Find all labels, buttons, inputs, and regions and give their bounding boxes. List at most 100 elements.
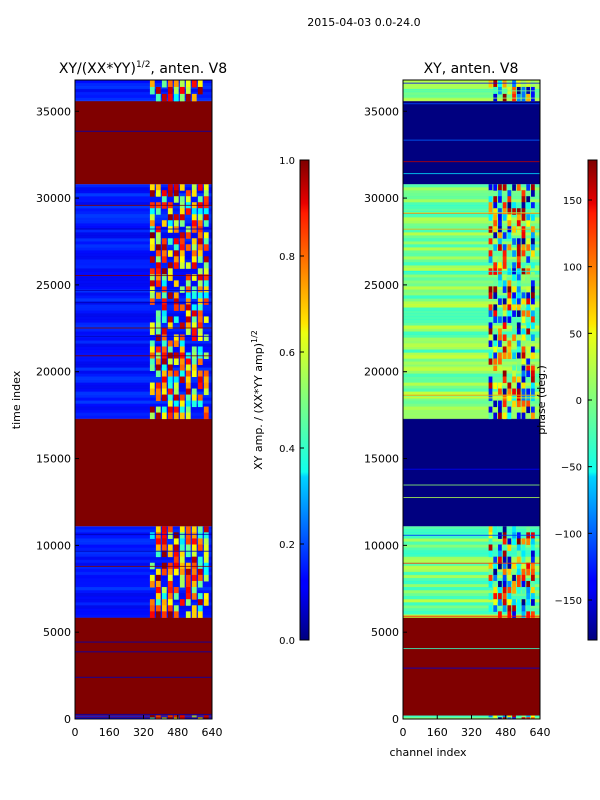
heatmap-cell bbox=[507, 587, 512, 594]
heatmap-cell bbox=[155, 394, 161, 402]
heatmap-cell bbox=[197, 358, 203, 366]
heatmap-cell bbox=[502, 400, 507, 408]
heatmap-cell bbox=[179, 262, 185, 269]
heatmap-cell bbox=[507, 244, 512, 251]
heatmap-cell bbox=[502, 599, 507, 606]
heatmap-cell bbox=[526, 93, 531, 102]
heatmap-cell bbox=[521, 340, 526, 347]
heatmap-cell bbox=[203, 316, 209, 323]
right-colorbar-label: phase (deg.) bbox=[535, 365, 548, 435]
heatmap-cell bbox=[185, 80, 191, 88]
heatmap-row bbox=[75, 304, 212, 308]
heatmap-row bbox=[403, 205, 540, 209]
heatmap-cell bbox=[507, 562, 512, 570]
heatmap-cell bbox=[179, 715, 185, 718]
heatmap-cell bbox=[161, 286, 167, 293]
heatmap-cell bbox=[191, 190, 197, 197]
heatmap-cell bbox=[531, 562, 535, 570]
heatmap-cell bbox=[531, 322, 535, 329]
heatmap-cell bbox=[167, 394, 173, 402]
heatmap-cell bbox=[197, 544, 203, 552]
heatmap-cell bbox=[512, 611, 516, 618]
heatmap-cell bbox=[161, 280, 167, 287]
heatmap-row bbox=[403, 295, 540, 299]
heatmap-cell bbox=[197, 605, 203, 612]
heatmap-cell bbox=[531, 298, 535, 305]
heatmap-row bbox=[75, 208, 212, 212]
heatmap-cell bbox=[173, 226, 179, 233]
heatmap-cell bbox=[185, 364, 191, 372]
heatmap-cell bbox=[197, 298, 203, 305]
heatmap-cell bbox=[507, 538, 512, 545]
heatmap-row bbox=[75, 262, 212, 266]
heatmap-cell bbox=[526, 400, 531, 408]
heatmap-cell bbox=[531, 388, 535, 396]
heatmap-row bbox=[75, 325, 212, 329]
heatmap-cell bbox=[526, 562, 531, 570]
heatmap-cell bbox=[149, 298, 155, 305]
heatmap-row bbox=[403, 355, 540, 359]
heatmap-row bbox=[403, 532, 540, 536]
heatmap-cell bbox=[197, 322, 203, 329]
heatmap-row bbox=[403, 349, 540, 353]
heatmap-row bbox=[403, 316, 540, 320]
heatmap-cell bbox=[149, 605, 155, 612]
heatmap-cell bbox=[161, 310, 167, 317]
heatmap-cell bbox=[155, 262, 161, 269]
heatmap-cell bbox=[179, 400, 185, 408]
x-tick-label: 0 bbox=[400, 726, 407, 739]
heatmap-cell bbox=[521, 587, 526, 594]
heatmap-cell bbox=[173, 538, 179, 545]
heatmap-cell bbox=[498, 316, 502, 323]
heatmap-row bbox=[403, 280, 540, 284]
heatmap-cell bbox=[191, 250, 197, 257]
heatmap-cell bbox=[507, 599, 512, 606]
heatmap-row bbox=[75, 316, 212, 320]
heatmap-cell bbox=[512, 388, 516, 396]
heatmap-cell bbox=[149, 220, 155, 227]
heatmap-cell bbox=[493, 562, 498, 570]
heatmap-cell bbox=[155, 358, 161, 366]
heatmap-cell bbox=[502, 256, 507, 263]
heatmap-cell bbox=[167, 322, 173, 329]
heatmap-cell bbox=[531, 232, 535, 239]
heatmap-cell bbox=[167, 238, 173, 245]
heatmap-row bbox=[403, 593, 540, 597]
heatmap-row bbox=[403, 415, 540, 420]
heatmap-cell bbox=[173, 715, 179, 718]
heatmap-cell bbox=[526, 304, 531, 311]
heatmap-cell bbox=[161, 334, 167, 341]
heatmap-row bbox=[75, 340, 212, 344]
heatmap-row bbox=[75, 199, 212, 203]
heatmap-cell bbox=[185, 274, 191, 281]
heatmap-cell bbox=[516, 184, 521, 191]
heatmap-cell bbox=[516, 298, 521, 305]
heatmap-cell bbox=[488, 328, 493, 335]
heatmap-cell bbox=[185, 580, 191, 588]
heatmap-row bbox=[403, 328, 540, 332]
heatmap-row bbox=[403, 550, 540, 555]
heatmap-cell bbox=[173, 316, 179, 323]
heatmap-cell bbox=[531, 715, 535, 718]
heatmap-cell bbox=[149, 208, 155, 215]
heatmap-cell bbox=[155, 346, 161, 353]
heatmap-cell bbox=[512, 352, 516, 359]
heatmap-cell bbox=[521, 214, 526, 221]
heatmap-cell bbox=[516, 328, 521, 335]
heatmap-cell bbox=[185, 568, 191, 576]
heatmap-row bbox=[75, 310, 212, 314]
heatmap-cell bbox=[155, 208, 161, 215]
heatmap-cell bbox=[167, 86, 173, 95]
heatmap-cell bbox=[191, 526, 197, 533]
heatmap-cell bbox=[516, 304, 521, 311]
heatmap-cell bbox=[149, 280, 155, 287]
heatmap-cell bbox=[167, 406, 173, 414]
heatmap-row bbox=[403, 97, 540, 102]
heatmap-cell bbox=[498, 328, 502, 335]
heatmap-cell bbox=[498, 562, 502, 570]
heatmap-cell bbox=[512, 250, 516, 257]
heatmap-cell bbox=[179, 304, 185, 311]
heatmap-cell bbox=[498, 550, 502, 558]
heatmap-row bbox=[403, 596, 540, 600]
heatmap-row bbox=[75, 301, 212, 305]
